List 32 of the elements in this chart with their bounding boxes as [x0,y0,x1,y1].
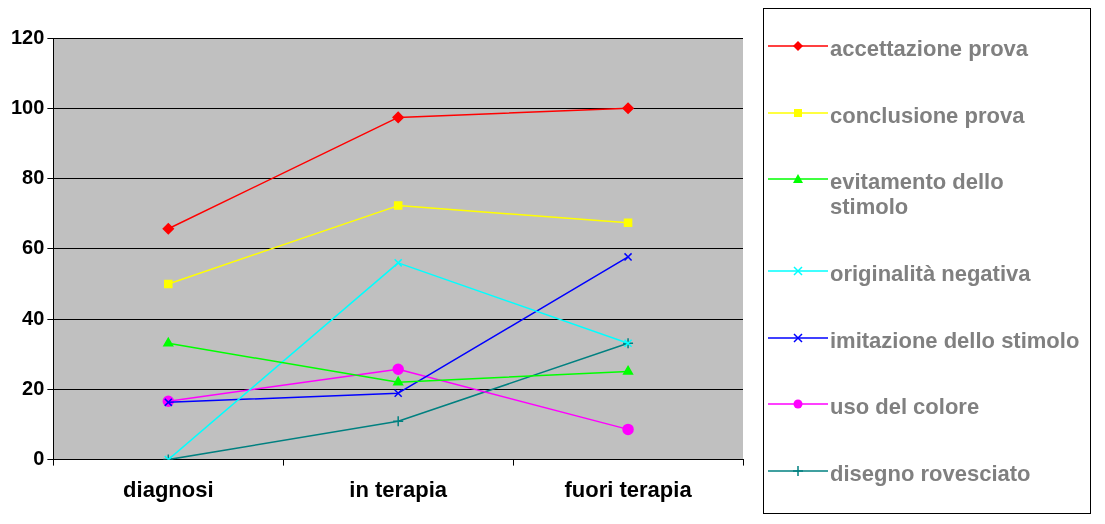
y-tick-label: 120 [10,25,45,48]
point [623,218,633,228]
point [393,201,403,210]
point [393,258,403,268]
legend-label: uso del colore [830,394,980,420]
x-tick-label: diagnosi [123,476,214,502]
y-tick-label: 20 [22,376,45,399]
point [163,337,174,347]
y-tick-label: 40 [22,306,45,329]
point [392,415,404,428]
legend-label: disegno rovesciato [830,461,1031,487]
point [622,102,634,115]
y-tick-label: 100 [10,95,45,118]
point [392,111,404,124]
point [623,252,633,262]
legend-label: accettazione prova [830,35,1029,61]
y-tick-label: 0 [33,447,45,470]
point [393,376,404,386]
y-tick-label: 60 [22,236,45,259]
point [164,279,173,289]
y-tick-label: 80 [22,166,45,189]
x-tick-label: fuori terapia [564,476,693,502]
point [392,363,404,376]
x-tick-label: in terapia [349,476,448,502]
point [622,365,634,375]
legend-label: conclusione prova [830,102,1025,128]
point [162,223,175,235]
legend-label: originalità negativa [830,260,1031,286]
point [393,388,403,398]
point [622,423,634,436]
legend-label: evitamento dello stimolo [830,169,1005,220]
legend-label: imitazione dello stimolo [830,327,1080,353]
